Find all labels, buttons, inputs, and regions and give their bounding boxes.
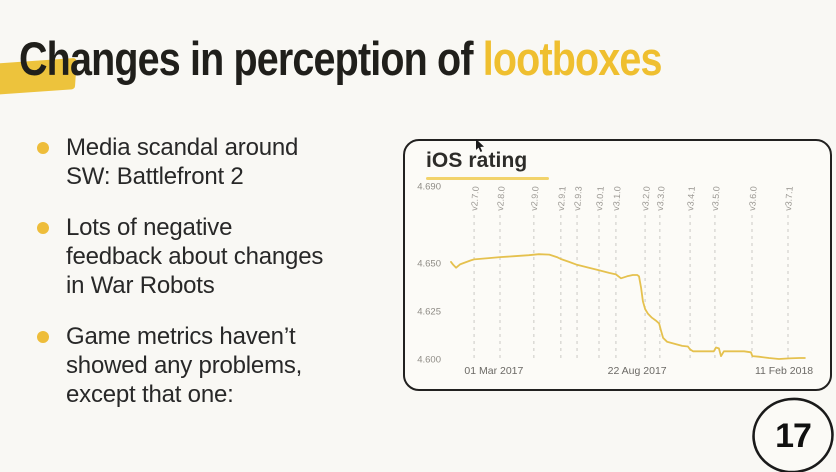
chart-card: iOS rating v2.7.0 v2.8.0 v2.9.0 v2.9.1 v2.9.… (403, 139, 832, 391)
slide-title-text: Changes in perception of (19, 32, 483, 85)
page-number: 17 (775, 417, 812, 455)
bullet-dot-icon (37, 222, 49, 234)
svg-text:v2.8.0: v2.8.0 (495, 186, 507, 211)
svg-text:v3.6.0: v3.6.0 (747, 186, 759, 211)
bullet-dot-icon (37, 331, 49, 343)
bullet-text: Media scandal around SW: Battlefront 2 (66, 134, 299, 190)
svg-text:v3.7.1: v3.7.1 (783, 186, 795, 211)
bullet-dot-icon (37, 142, 49, 154)
svg-text:v2.7.0: v2.7.0 (469, 186, 481, 211)
bullet-text: Game metrics haven’t showed any problems… (66, 323, 303, 408)
ios-rating-line-chart: v2.7.0 v2.8.0 v2.9.0 v2.9.1 v2.9.3 v3.0.1 v3.1… (417, 182, 813, 378)
svg-text:v3.1.0: v3.1.0 (611, 186, 623, 211)
svg-text:v3.0.1: v3.0.1 (594, 186, 606, 211)
svg-text:01 Mar 2017: 01 Mar 2017 (464, 365, 523, 377)
svg-text:4.600: 4.600 (417, 355, 441, 366)
svg-text:v2.9.3: v2.9.3 (572, 186, 584, 211)
svg-text:v2.9.0: v2.9.0 (529, 186, 541, 211)
slide-title: Changes in perception of lootboxes (19, 32, 663, 85)
svg-text:11 Feb 2018: 11 Feb 2018 (755, 365, 813, 377)
chart-title: iOS rating (426, 149, 549, 180)
svg-text:v3.3.0: v3.3.0 (655, 186, 667, 211)
svg-text:v3.4.1: v3.4.1 (685, 186, 697, 211)
svg-text:v3.5.0: v3.5.0 (710, 186, 722, 211)
slide-title-highlight-word: lootboxes (482, 32, 663, 85)
bullet-item-negative-feedback: Lots of negative feedback about changes … (37, 213, 397, 300)
page-number-badge: 17 (751, 397, 836, 472)
bullet-item-game-metrics: Game metrics haven’t showed any problems… (37, 322, 397, 409)
chart-title-underline (426, 177, 549, 180)
svg-text:4.650: 4.650 (417, 258, 441, 269)
chart-title-text: iOS rating (426, 149, 528, 172)
bullet-item-media-scandal: Media scandal around SW: Battlefront 2 (37, 133, 397, 191)
svg-text:v3.2.0: v3.2.0 (640, 186, 652, 211)
svg-text:4.690: 4.690 (417, 182, 441, 193)
cursor-icon (476, 139, 484, 152)
bullet-list: Media scandal around SW: Battlefront 2 L… (37, 133, 397, 431)
svg-text:v2.9.1: v2.9.1 (556, 186, 568, 211)
bullet-text: Lots of negative feedback about changes … (66, 214, 324, 299)
svg-text:4.625: 4.625 (417, 306, 441, 317)
svg-text:22 Aug 2017: 22 Aug 2017 (608, 365, 667, 377)
